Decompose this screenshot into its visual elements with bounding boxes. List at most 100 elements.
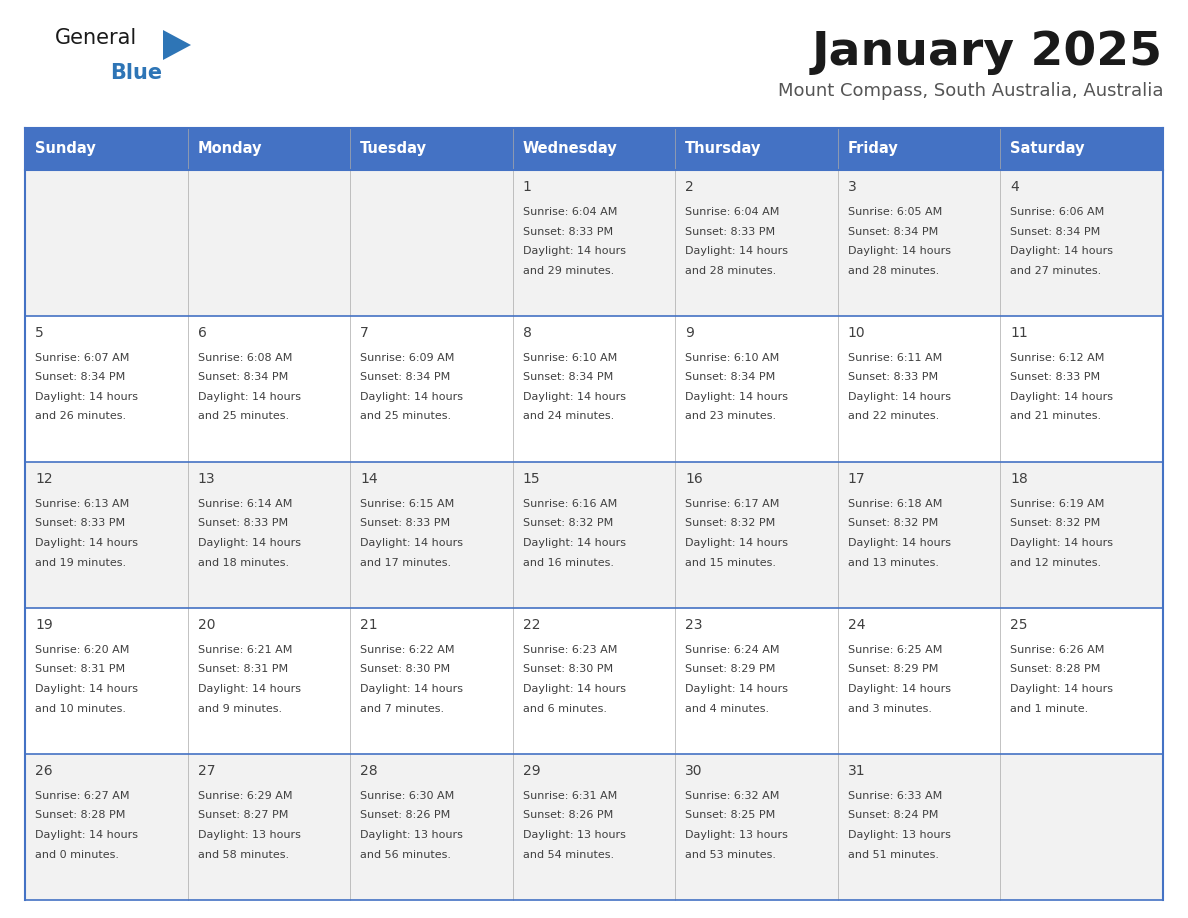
Text: and 9 minutes.: and 9 minutes. (197, 703, 282, 713)
Text: and 28 minutes.: and 28 minutes. (848, 265, 939, 275)
Bar (1000, 128, 1163, 170)
Bar (25, 754, 1163, 900)
Text: Sunset: 8:28 PM: Sunset: 8:28 PM (34, 811, 126, 821)
Text: Sunrise: 6:10 AM: Sunrise: 6:10 AM (523, 353, 617, 363)
Text: Daylight: 14 hours: Daylight: 14 hours (523, 684, 626, 694)
Text: Daylight: 14 hours: Daylight: 14 hours (34, 392, 138, 402)
Text: and 24 minutes.: and 24 minutes. (523, 411, 614, 421)
Text: Sunset: 8:34 PM: Sunset: 8:34 PM (685, 373, 776, 383)
Text: Sunset: 8:33 PM: Sunset: 8:33 PM (360, 519, 450, 529)
Text: and 1 minute.: and 1 minute. (1011, 703, 1088, 713)
Text: Daylight: 14 hours: Daylight: 14 hours (197, 392, 301, 402)
Text: and 54 minutes.: and 54 minutes. (523, 849, 614, 859)
Text: Sunset: 8:26 PM: Sunset: 8:26 PM (523, 811, 613, 821)
Text: Daylight: 14 hours: Daylight: 14 hours (197, 684, 301, 694)
Text: Sunset: 8:31 PM: Sunset: 8:31 PM (197, 665, 287, 675)
Text: Sunset: 8:32 PM: Sunset: 8:32 PM (1011, 519, 1100, 529)
Bar (25, 316, 1163, 462)
Text: Sunset: 8:34 PM: Sunset: 8:34 PM (34, 373, 125, 383)
Text: and 13 minutes.: and 13 minutes. (848, 557, 939, 567)
Text: Daylight: 14 hours: Daylight: 14 hours (360, 684, 463, 694)
Bar (25, 462, 1163, 608)
Text: Daylight: 14 hours: Daylight: 14 hours (523, 246, 626, 256)
Text: Sunset: 8:27 PM: Sunset: 8:27 PM (197, 811, 287, 821)
Text: and 28 minutes.: and 28 minutes. (685, 265, 777, 275)
Text: Daylight: 14 hours: Daylight: 14 hours (360, 538, 463, 548)
Text: 14: 14 (360, 472, 378, 486)
Text: Sunrise: 6:21 AM: Sunrise: 6:21 AM (197, 645, 292, 655)
Text: and 17 minutes.: and 17 minutes. (360, 557, 451, 567)
Text: 6: 6 (197, 326, 207, 340)
Text: 9: 9 (685, 326, 694, 340)
Text: and 16 minutes.: and 16 minutes. (523, 557, 614, 567)
Text: Sunrise: 6:08 AM: Sunrise: 6:08 AM (197, 353, 292, 363)
Text: 19: 19 (34, 618, 52, 632)
Text: Sunrise: 6:15 AM: Sunrise: 6:15 AM (360, 499, 454, 509)
Bar (513, 128, 675, 170)
Text: Sunrise: 6:05 AM: Sunrise: 6:05 AM (848, 207, 942, 217)
Text: 16: 16 (685, 472, 703, 486)
Text: Sunrise: 6:30 AM: Sunrise: 6:30 AM (360, 791, 454, 801)
Text: Daylight: 13 hours: Daylight: 13 hours (685, 830, 788, 840)
Text: and 4 minutes.: and 4 minutes. (685, 703, 770, 713)
Text: and 19 minutes.: and 19 minutes. (34, 557, 126, 567)
Text: Sunset: 8:32 PM: Sunset: 8:32 PM (685, 519, 776, 529)
Text: Daylight: 14 hours: Daylight: 14 hours (1011, 392, 1113, 402)
Text: Sunset: 8:33 PM: Sunset: 8:33 PM (197, 519, 287, 529)
Text: and 58 minutes.: and 58 minutes. (197, 849, 289, 859)
Text: and 12 minutes.: and 12 minutes. (1011, 557, 1101, 567)
Text: Sunset: 8:31 PM: Sunset: 8:31 PM (34, 665, 125, 675)
Text: Saturday: Saturday (1011, 141, 1085, 156)
Text: Daylight: 14 hours: Daylight: 14 hours (1011, 246, 1113, 256)
Text: Sunrise: 6:31 AM: Sunrise: 6:31 AM (523, 791, 617, 801)
Text: Sunset: 8:33 PM: Sunset: 8:33 PM (685, 227, 776, 237)
Text: Sunrise: 6:10 AM: Sunrise: 6:10 AM (685, 353, 779, 363)
Bar (25, 170, 1163, 316)
Text: 18: 18 (1011, 472, 1028, 486)
Text: Sunrise: 6:32 AM: Sunrise: 6:32 AM (685, 791, 779, 801)
Text: Sunrise: 6:16 AM: Sunrise: 6:16 AM (523, 499, 617, 509)
Text: and 29 minutes.: and 29 minutes. (523, 265, 614, 275)
Text: Sunday: Sunday (34, 141, 96, 156)
Text: Daylight: 14 hours: Daylight: 14 hours (523, 538, 626, 548)
Text: Monday: Monday (197, 141, 263, 156)
Text: 17: 17 (848, 472, 866, 486)
Text: Sunset: 8:26 PM: Sunset: 8:26 PM (360, 811, 450, 821)
Text: Sunrise: 6:24 AM: Sunrise: 6:24 AM (685, 645, 779, 655)
Text: Sunset: 8:34 PM: Sunset: 8:34 PM (360, 373, 450, 383)
Text: Daylight: 14 hours: Daylight: 14 hours (848, 684, 950, 694)
Text: and 22 minutes.: and 22 minutes. (848, 411, 939, 421)
Text: Daylight: 14 hours: Daylight: 14 hours (197, 538, 301, 548)
Text: 1: 1 (523, 180, 531, 194)
Text: Sunset: 8:33 PM: Sunset: 8:33 PM (848, 373, 939, 383)
Text: Sunset: 8:32 PM: Sunset: 8:32 PM (523, 519, 613, 529)
Text: 28: 28 (360, 764, 378, 778)
Text: Sunset: 8:29 PM: Sunset: 8:29 PM (685, 665, 776, 675)
Text: and 53 minutes.: and 53 minutes. (685, 849, 776, 859)
Text: Sunrise: 6:04 AM: Sunrise: 6:04 AM (685, 207, 779, 217)
Text: Mount Compass, South Australia, Australia: Mount Compass, South Australia, Australi… (777, 82, 1163, 100)
Text: Sunset: 8:34 PM: Sunset: 8:34 PM (1011, 227, 1100, 237)
Text: Daylight: 13 hours: Daylight: 13 hours (523, 830, 626, 840)
Polygon shape (163, 30, 191, 60)
Bar (25, 128, 188, 170)
Text: General: General (55, 28, 138, 48)
Text: Sunset: 8:32 PM: Sunset: 8:32 PM (848, 519, 939, 529)
Text: Daylight: 14 hours: Daylight: 14 hours (34, 830, 138, 840)
Text: Sunrise: 6:19 AM: Sunrise: 6:19 AM (1011, 499, 1105, 509)
Text: Sunset: 8:30 PM: Sunset: 8:30 PM (360, 665, 450, 675)
Text: Daylight: 14 hours: Daylight: 14 hours (685, 684, 789, 694)
Text: 24: 24 (848, 618, 865, 632)
Text: Sunset: 8:30 PM: Sunset: 8:30 PM (523, 665, 613, 675)
Text: 23: 23 (685, 618, 703, 632)
Text: and 6 minutes.: and 6 minutes. (523, 703, 607, 713)
Text: 22: 22 (523, 618, 541, 632)
Text: 7: 7 (360, 326, 369, 340)
Text: Sunset: 8:33 PM: Sunset: 8:33 PM (1011, 373, 1100, 383)
Text: 12: 12 (34, 472, 52, 486)
Bar (188, 128, 350, 170)
Text: and 10 minutes.: and 10 minutes. (34, 703, 126, 713)
Text: Daylight: 14 hours: Daylight: 14 hours (685, 538, 789, 548)
Text: Thursday: Thursday (685, 141, 762, 156)
Text: Sunrise: 6:29 AM: Sunrise: 6:29 AM (197, 791, 292, 801)
